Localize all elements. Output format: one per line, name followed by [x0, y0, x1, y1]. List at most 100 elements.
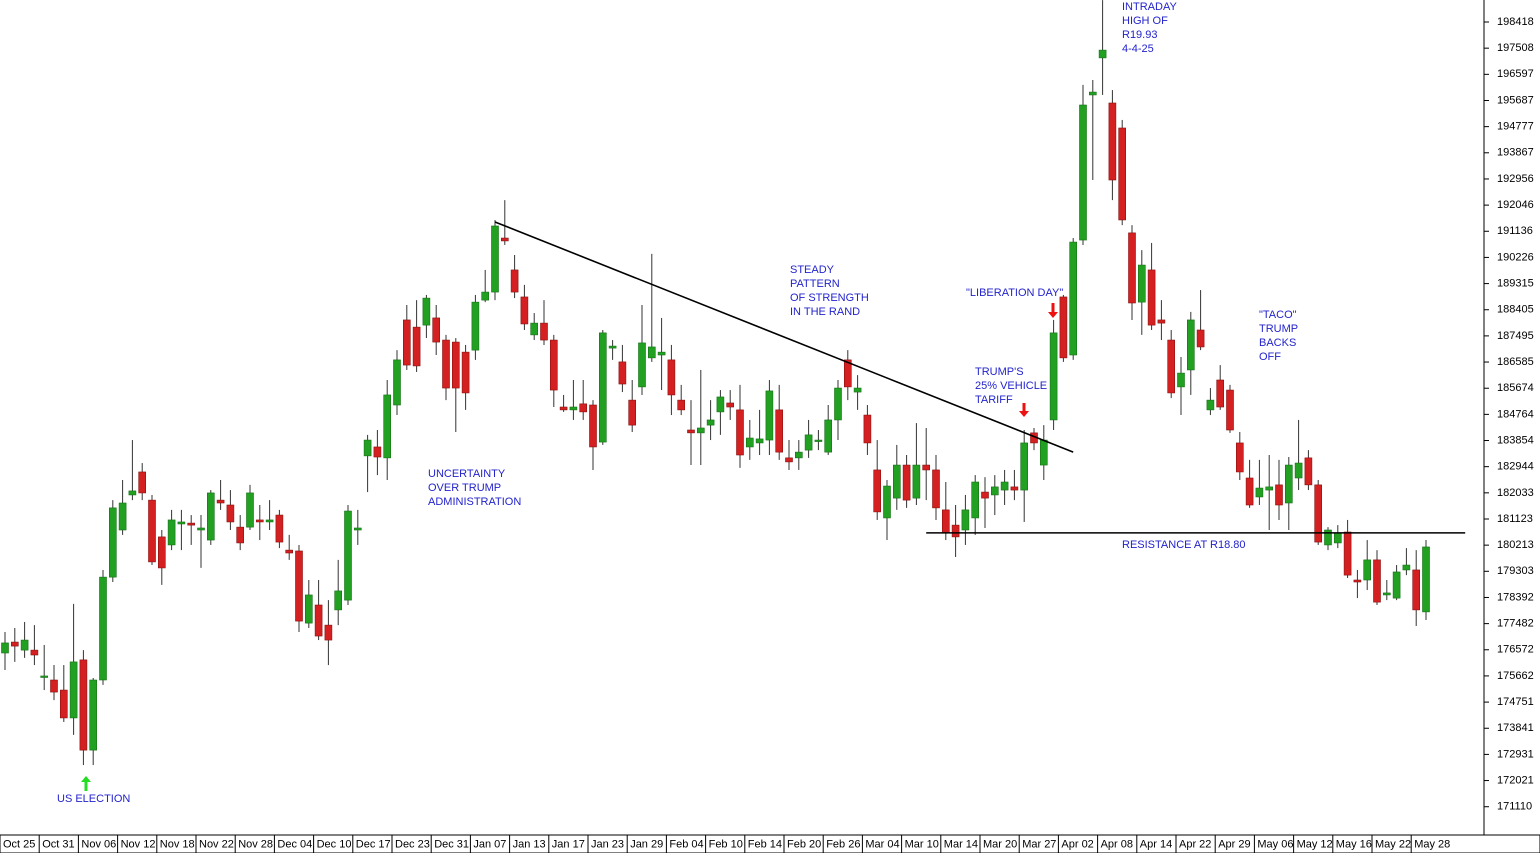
candle-body: [1373, 559, 1381, 603]
candle-body: [69, 661, 78, 719]
x-tick-label: Nov 18: [160, 838, 195, 850]
candle-body: [922, 464, 931, 471]
candle-body: [883, 485, 891, 519]
candle-body: [99, 576, 107, 681]
candle-body: [20, 639, 29, 651]
candle-body: [285, 549, 294, 554]
x-tick-label: Apr 29: [1218, 838, 1250, 850]
x-tick-label: Jan 17: [552, 838, 585, 850]
x-tick-label: Dec 17: [356, 838, 391, 850]
candle-body: [89, 679, 97, 751]
annotation: 25% VEHICLE: [975, 380, 1047, 392]
x-tick-label: Dec 04: [277, 838, 312, 850]
y-tick-label: 192956: [1497, 173, 1534, 185]
x-tick-label: May 12: [1297, 838, 1333, 850]
candle-body: [579, 403, 588, 413]
candle-body: [1118, 127, 1126, 221]
candle-body: [471, 301, 480, 351]
candle-body: [1177, 372, 1185, 388]
y-tick-label: 171110: [1497, 801, 1532, 813]
candle-body: [1089, 91, 1097, 96]
x-tick-label: Jan 13: [513, 838, 546, 850]
candle-body: [216, 499, 225, 504]
candle-body: [647, 346, 656, 359]
x-tick-label: May 16: [1336, 838, 1372, 850]
arrow-head: [81, 776, 91, 782]
x-tick-label: Jan 29: [630, 838, 663, 850]
x-tick-label: Oct 25: [3, 838, 35, 850]
annotation: STEADY: [790, 264, 835, 276]
candle-body: [902, 464, 911, 501]
y-tick-label: 174751: [1497, 696, 1534, 708]
candle-body: [393, 359, 401, 406]
candle-body: [500, 237, 509, 242]
candle-body: [1324, 529, 1332, 546]
annotation: ADMINISTRATION: [428, 496, 521, 508]
candle-body: [1334, 532, 1342, 544]
y-tick-label: 187495: [1497, 330, 1534, 342]
x-tick-label: May 28: [1414, 838, 1450, 850]
y-tick-label: 184764: [1497, 408, 1534, 420]
candle-body: [687, 429, 695, 434]
x-tick-label: Apr 22: [1179, 838, 1211, 850]
candle-body: [804, 434, 813, 451]
candle-body: [510, 269, 519, 293]
candle-body: [167, 519, 176, 546]
candle-body: [628, 399, 637, 426]
candle-body: [755, 438, 764, 444]
annotation: INTRADAY: [1122, 1, 1177, 13]
candle-body: [1216, 379, 1224, 408]
annotation: TRUMP: [1259, 323, 1298, 335]
candle-body: [598, 332, 607, 443]
candle-body: [1, 642, 9, 654]
y-tick-label: 175662: [1497, 670, 1534, 682]
candle-body: [853, 387, 862, 393]
candle-body: [1138, 264, 1146, 303]
candle-body: [40, 675, 49, 678]
candle-body: [1314, 484, 1322, 543]
candle-body: [892, 464, 901, 499]
candle-body: [109, 507, 117, 578]
candle-body: [745, 437, 754, 448]
y-tick-label: 198418: [1497, 16, 1534, 28]
candle-body: [1383, 592, 1391, 596]
candle-body: [128, 490, 137, 496]
candle-body: [706, 419, 715, 426]
x-tick-label: Mar 04: [865, 838, 899, 850]
candle-body: [1196, 329, 1205, 348]
x-tick-label: Dec 10: [317, 838, 352, 850]
candle-body: [814, 439, 823, 442]
candle-body: [373, 446, 382, 458]
candle-body: [530, 322, 539, 336]
candle-body: [540, 322, 548, 341]
candle-body: [30, 649, 39, 656]
annotation: BACKS: [1259, 337, 1296, 349]
candle-body: [1422, 546, 1430, 613]
candle-body: [1245, 477, 1254, 506]
candle-body: [1236, 442, 1244, 473]
candle-body: [559, 406, 568, 411]
candle-body: [873, 469, 882, 513]
candle-body: [481, 291, 490, 301]
candle-body: [775, 409, 784, 453]
y-tick-label: 173841: [1497, 722, 1534, 734]
candle-body: [148, 499, 156, 563]
candle-body: [981, 491, 989, 499]
annotation: UNCERTAINTY: [428, 468, 506, 480]
candle-body: [197, 527, 205, 531]
candle-body: [1275, 484, 1283, 506]
candle-body: [863, 414, 872, 444]
trend-line: [494, 221, 1074, 453]
candle-body: [383, 394, 392, 459]
x-tick-label: Feb 10: [709, 838, 743, 850]
candle-body: [520, 296, 529, 325]
x-tick-label: Feb 26: [826, 838, 860, 850]
x-tick-label: May 22: [1375, 838, 1411, 850]
candle-body: [79, 659, 88, 751]
y-tick-label: 181123: [1497, 513, 1533, 525]
candle-body: [1392, 571, 1401, 599]
candle-body: [961, 509, 970, 531]
candle-body: [990, 486, 999, 496]
x-tick-label: Apr 14: [1140, 838, 1172, 850]
